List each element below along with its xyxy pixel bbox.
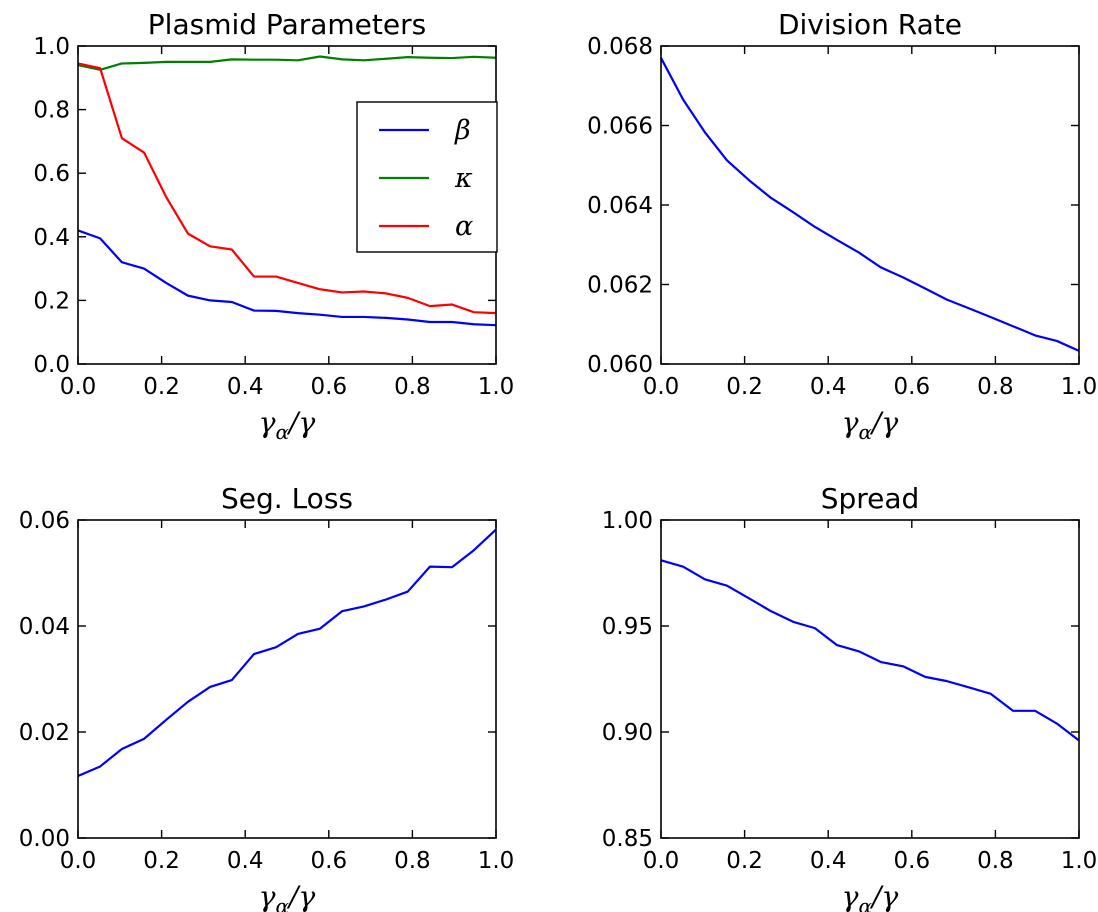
x-axis-label-main: γ <box>259 406 276 439</box>
axes-frame <box>660 45 1080 365</box>
x-axis-label-subscript: α <box>859 420 873 444</box>
y-tick-label: 0.04 <box>19 614 70 640</box>
x-tick-label: 1.0 <box>478 374 515 400</box>
x-tick-label: 0.8 <box>394 374 431 400</box>
x-tick-label: 0.2 <box>726 374 763 400</box>
x-tick-label: 0.4 <box>810 848 847 874</box>
x-tick-label: 1.0 <box>478 848 515 874</box>
x-tick-label: 0.0 <box>60 374 97 400</box>
y-tick-label: 1.00 <box>602 508 653 534</box>
x-axis-label: γα/γ <box>842 880 899 912</box>
y-tick-label: 0.062 <box>587 273 653 299</box>
chart-title: Division Rate <box>778 8 962 41</box>
legend-label: β <box>454 115 471 146</box>
series-line-series-2 <box>77 62 497 315</box>
subplot-2: Division Rate 0.0 0.2 0.4 0.6 0.8 1.0 0.060 0.06… <box>587 8 1097 444</box>
x-tick-label: 0.6 <box>311 374 348 400</box>
y-tick-label: 0.85 <box>602 826 653 852</box>
y-tick-label: 0.6 <box>33 161 70 187</box>
y-tick-label: 0.8 <box>33 98 70 124</box>
y-tick-label: 0.00 <box>19 826 70 852</box>
x-axis-label-tail: /γ <box>869 406 898 439</box>
x-tick-label: 0.4 <box>227 374 264 400</box>
x-tick-label: 0.0 <box>643 374 680 400</box>
x-axis-label-main: γ <box>259 880 276 912</box>
x-axis-label: γα/γ <box>259 406 316 444</box>
x-tick-label: 0.2 <box>143 848 180 874</box>
y-tick-label: 0.06 <box>19 508 70 534</box>
legend: βκα <box>356 101 498 253</box>
x-axis-label-main: γ <box>842 880 859 912</box>
x-tick-label: 0.0 <box>60 848 97 874</box>
series-line-main <box>660 559 1080 742</box>
axes-frame <box>660 519 1080 839</box>
series-line-main <box>77 528 497 778</box>
x-axis-label-tail: /γ <box>286 880 315 912</box>
x-axis-label: γα/γ <box>259 880 316 912</box>
x-tick-label: 1.0 <box>1061 848 1098 874</box>
x-axis-label-tail: /γ <box>869 880 898 912</box>
series-line-series-0 <box>77 229 497 327</box>
y-tick-label: 0.02 <box>19 720 70 746</box>
x-tick-label: 0.6 <box>894 848 931 874</box>
series-line-series-1 <box>77 55 497 71</box>
chart-title: Spread <box>821 482 920 515</box>
series-line-main <box>660 57 1080 352</box>
x-axis-label-tail: /γ <box>286 406 315 439</box>
x-axis-label-subscript: α <box>859 894 873 912</box>
x-tick-label: 0.6 <box>894 374 931 400</box>
x-axis-label-subscript: α <box>276 894 290 912</box>
x-tick-label: 0.4 <box>810 374 847 400</box>
x-tick-label: 0.6 <box>311 848 348 874</box>
x-tick-label: 0.8 <box>977 374 1014 400</box>
x-tick-label: 0.0 <box>643 848 680 874</box>
y-tick-label: 1.0 <box>33 34 70 60</box>
y-tick-label: 0.066 <box>587 114 653 140</box>
x-tick-label: 0.8 <box>394 848 431 874</box>
subplot-3: Seg. Loss 0.0 0.2 0.4 0.6 0.8 1.0 0.00 0.02 0.04 0… <box>19 482 515 912</box>
y-tick-label: 0.4 <box>33 225 70 251</box>
x-tick-label: 0.4 <box>227 848 264 874</box>
axes-frame <box>77 519 497 839</box>
x-axis-label: γα/γ <box>842 406 899 444</box>
legend-label: α <box>455 211 473 242</box>
x-tick-label: 0.2 <box>143 374 180 400</box>
x-tick-label: 1.0 <box>1061 374 1098 400</box>
y-tick-label: 0.060 <box>587 352 653 378</box>
y-tick-label: 0.95 <box>602 614 653 640</box>
x-axis-label-subscript: α <box>276 420 290 444</box>
chart-title: Plasmid Parameters <box>148 8 426 41</box>
chart-title: Seg. Loss <box>221 482 353 515</box>
subplot-4: Spread 0.0 0.2 0.4 0.6 0.8 1.0 0.85 0.90 0.95 1.00… <box>602 482 1098 912</box>
x-tick-label: 0.2 <box>726 848 763 874</box>
y-tick-label: 0.0 <box>33 352 70 378</box>
y-tick-label: 0.068 <box>587 34 653 60</box>
legend-label: κ <box>454 163 473 194</box>
y-tick-label: 0.90 <box>602 720 653 746</box>
y-tick-label: 0.064 <box>587 193 653 219</box>
x-tick-label: 0.8 <box>977 848 1014 874</box>
subplot-1: Plasmid Parameters 0.0 0.2 0.4 0.6 0.8 1.0 0.0 0… <box>33 8 514 444</box>
y-tick-label: 0.2 <box>33 288 70 314</box>
x-axis-label-main: γ <box>842 406 859 439</box>
